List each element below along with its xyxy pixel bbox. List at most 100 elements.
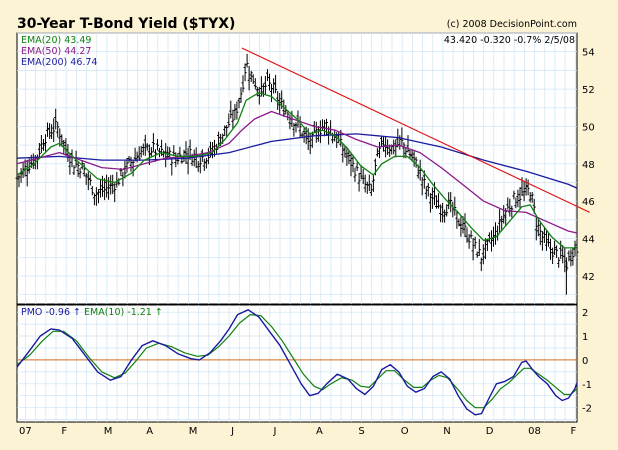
ohlc-bar bbox=[345, 146, 349, 166]
ohlc-bar bbox=[357, 172, 361, 192]
ohlc-bar bbox=[56, 122, 60, 138]
ohlc-bar bbox=[549, 238, 552, 260]
ohlc-bar bbox=[170, 157, 174, 176]
ohlc-bar bbox=[524, 178, 528, 196]
ohlc-bar bbox=[294, 122, 298, 133]
ohlc-bar bbox=[435, 195, 438, 209]
ohlc-bar bbox=[408, 150, 412, 158]
ohlc-bar bbox=[445, 204, 449, 217]
ohlc-bar bbox=[25, 159, 29, 187]
ohlc-bar bbox=[402, 142, 406, 159]
ohlc-bar bbox=[97, 189, 100, 204]
ohlc-bar bbox=[441, 202, 445, 223]
legend-ema10-value: -1.21 bbox=[127, 307, 152, 318]
x-tick-label: O bbox=[401, 426, 409, 437]
ema50-line bbox=[16, 110, 578, 234]
y-tick-label: 2 bbox=[582, 308, 588, 319]
resistance-trendline bbox=[241, 47, 590, 213]
ohlc-bar bbox=[522, 180, 526, 202]
ohlc-bar bbox=[117, 178, 121, 186]
ohlc-bar bbox=[567, 250, 571, 262]
ohlc-bar bbox=[553, 240, 557, 255]
x-tick-label: N bbox=[443, 426, 450, 437]
ohlc-bar bbox=[292, 122, 296, 137]
ohlc-bar bbox=[428, 193, 432, 213]
ohlc-bar bbox=[168, 147, 172, 158]
ohlc-bar bbox=[48, 123, 52, 139]
ohlc-bar bbox=[198, 157, 202, 174]
x-tick-label: A bbox=[316, 426, 323, 437]
ohlc-bar bbox=[158, 147, 161, 158]
ohlc-bar bbox=[367, 174, 371, 192]
ohlc-bar bbox=[465, 227, 469, 243]
ohlc-bar bbox=[353, 167, 357, 182]
ohlc-bar bbox=[160, 139, 164, 157]
legend-pmo-value: -0.96 bbox=[45, 307, 70, 318]
y-tick-label: -2 bbox=[582, 404, 592, 415]
pmo-gridlines bbox=[17, 305, 577, 422]
ohlc-bar bbox=[534, 217, 538, 241]
ohlc-bar bbox=[559, 240, 563, 259]
ohlc-bar bbox=[430, 187, 434, 209]
y-tick-label: 44 bbox=[582, 235, 595, 246]
ohlc-bar bbox=[231, 109, 235, 130]
ohlc-bar bbox=[251, 74, 255, 84]
ohlc-bar bbox=[475, 251, 479, 258]
ohlc-bar bbox=[237, 97, 241, 109]
x-tick-label: D bbox=[486, 426, 494, 437]
ohlc-bar bbox=[282, 99, 286, 117]
ohlc-bar bbox=[459, 216, 463, 237]
x-tick-label: 07 bbox=[19, 426, 32, 437]
ohlc-bar bbox=[536, 218, 540, 237]
ohlc-bar bbox=[235, 101, 239, 120]
ohlc-bar bbox=[494, 222, 497, 245]
ohlc-bar bbox=[371, 173, 375, 192]
price-panel: 42 44 46 48 50 52 54 EMA(20) 43.49 EMA(50) 44.… bbox=[15, 32, 595, 305]
y-tick-label: 0 bbox=[582, 356, 588, 367]
x-tick-label: M bbox=[189, 426, 198, 437]
ohlc-bar bbox=[545, 230, 548, 251]
ohlc-bar bbox=[253, 78, 257, 90]
ohlc-bar bbox=[42, 139, 45, 151]
copyright-text: (c) 2008 DecisionPoint.com bbox=[447, 19, 577, 30]
ohlc-bar bbox=[46, 122, 49, 137]
x-axis-labels: 07 F M A M J J A S O N D 08 F bbox=[19, 426, 577, 437]
ohlc-bar bbox=[268, 73, 271, 91]
ohlc-bar bbox=[347, 150, 351, 165]
ohlc-bar bbox=[139, 146, 143, 158]
ohlc-bar bbox=[514, 197, 518, 209]
ohlc-bar bbox=[233, 104, 237, 120]
ohlc-bar bbox=[406, 135, 410, 153]
ohlc-bar bbox=[490, 230, 493, 252]
ohlc-bar bbox=[133, 147, 137, 162]
ohlc-bar bbox=[516, 189, 520, 208]
ohlc-bar bbox=[111, 174, 115, 195]
ohlc-bar bbox=[530, 192, 534, 203]
ohlc-bar bbox=[202, 158, 206, 171]
ohlc-bar bbox=[437, 193, 440, 209]
arrow-up-icon: ↑ bbox=[152, 307, 163, 318]
ohlc-bar bbox=[540, 231, 544, 251]
ohlc-bar bbox=[184, 141, 188, 164]
x-tick-label: F bbox=[61, 426, 67, 437]
ohlc-bar bbox=[439, 204, 443, 223]
quote-readout: 43.420 -0.320 -0.7% 2/5/08 bbox=[444, 35, 575, 46]
ohlc-bar bbox=[557, 257, 561, 268]
ohlc-bar bbox=[257, 86, 261, 105]
ohlc-bar bbox=[127, 155, 131, 163]
ohlc-bar bbox=[164, 143, 168, 168]
chart-title: 30-Year T-Bond Yield ($TYX) bbox=[17, 16, 235, 32]
ohlc-bar bbox=[518, 187, 522, 209]
ohlc-bar bbox=[245, 53, 249, 68]
y-tick-label: 48 bbox=[582, 160, 595, 171]
ohlc-bar bbox=[149, 147, 153, 158]
ohlc-bar bbox=[103, 178, 107, 201]
ohlc-bar bbox=[15, 175, 19, 184]
ohlc-bar bbox=[457, 218, 461, 227]
ohlc-bar bbox=[349, 152, 353, 177]
ohlc-bar bbox=[483, 238, 487, 260]
ohlc-bar bbox=[449, 191, 453, 213]
x-tick-label: J bbox=[230, 426, 234, 437]
ohlc-bar bbox=[227, 113, 231, 128]
